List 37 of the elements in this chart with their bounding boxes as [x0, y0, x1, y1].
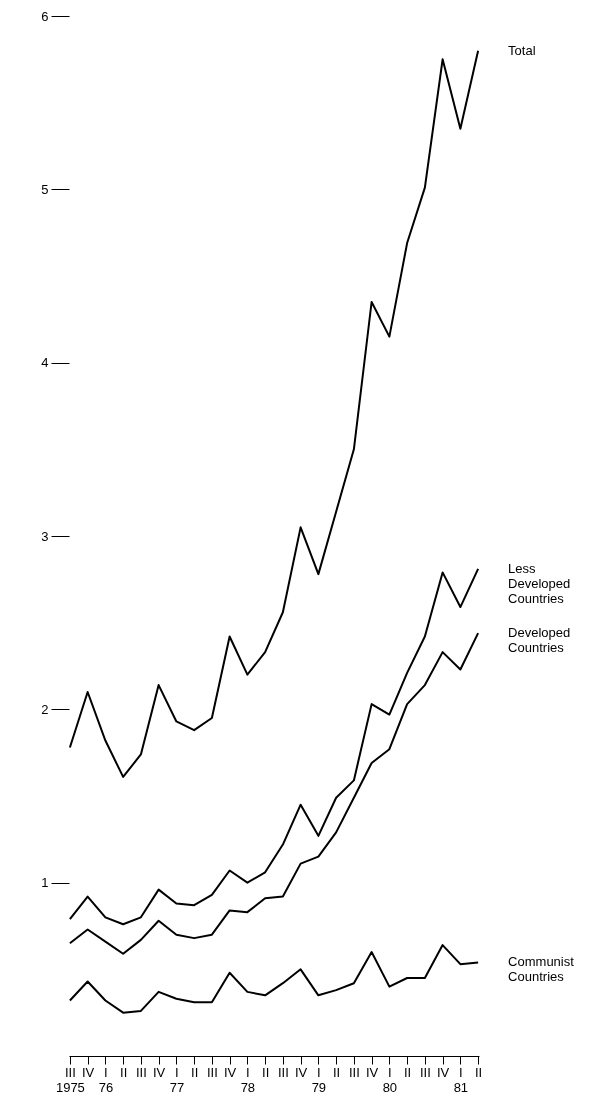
text: Developed Countries — [508, 625, 571, 656]
line-series — [68, 632, 480, 955]
text: Less Developed Countries — [508, 560, 571, 606]
x-tick-label: III — [277, 1064, 289, 1080]
line-series — [68, 944, 480, 1014]
x-tick-label: II — [333, 1064, 341, 1080]
x-tick-label: IV — [81, 1064, 95, 1080]
text: Communist Countries — [508, 954, 575, 985]
x-tick-label: II — [475, 1064, 483, 1080]
y-tick-label: 6 — [41, 8, 49, 24]
y-tick-label: 1 — [41, 875, 49, 891]
x-tick-label: I 77 — [169, 1064, 185, 1095]
line-series — [68, 49, 480, 778]
line-series — [68, 567, 480, 926]
x-tick-label: III — [206, 1064, 218, 1080]
x-tick-label: II — [404, 1064, 412, 1080]
x-tick-label: IV — [294, 1064, 308, 1080]
x-tick-label: IV — [365, 1064, 379, 1080]
x-tick-label: I 79 — [311, 1064, 327, 1095]
y-tick-label: 2 — [41, 701, 49, 717]
x-tick-label: IV — [152, 1064, 166, 1080]
x-tick-label: III — [135, 1064, 147, 1080]
x-tick-label: I 76 — [98, 1064, 114, 1095]
x-tick-label: IV — [223, 1064, 237, 1080]
x-tick-label: I 78 — [240, 1064, 256, 1095]
y-tick-label: 3 — [41, 528, 49, 544]
y-tick-label: 4 — [41, 355, 49, 371]
y-tick-label: 5 — [41, 181, 49, 197]
x-tick-label: II — [262, 1064, 270, 1080]
x-tick-label: II — [120, 1064, 128, 1080]
x-tick-label: III — [419, 1064, 431, 1080]
x-tick-label: I 81 — [453, 1064, 469, 1095]
x-tick-label: IV — [436, 1064, 450, 1080]
x-tick-label: II — [191, 1064, 199, 1080]
x-tick-label: I 80 — [382, 1064, 398, 1095]
text: Total — [508, 42, 536, 58]
x-tick-label: III — [348, 1064, 360, 1080]
